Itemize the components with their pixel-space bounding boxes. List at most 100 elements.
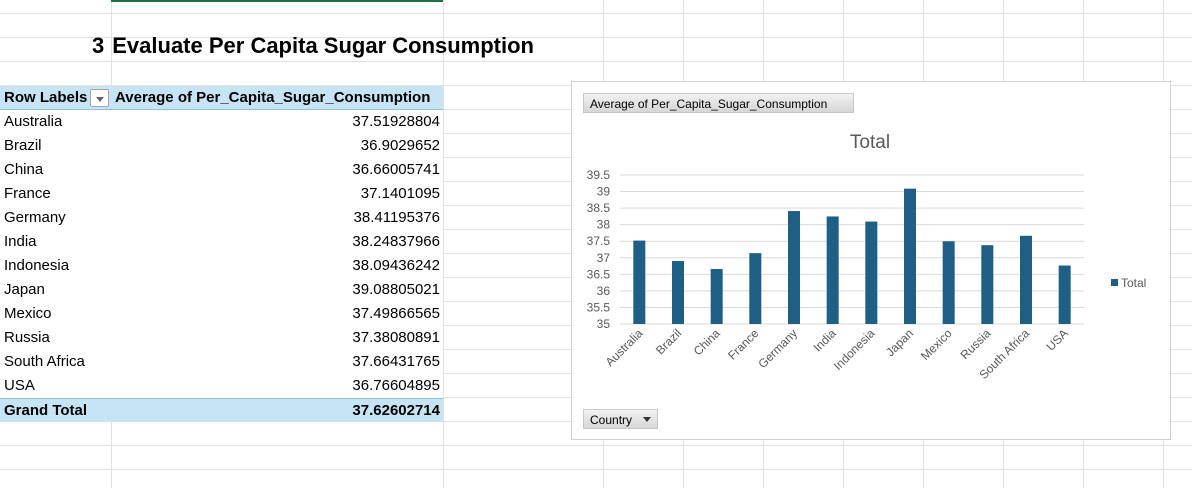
selected-cell-indicator — [111, 0, 443, 2]
bar — [981, 245, 994, 324]
x-tick-label: Germany — [755, 326, 800, 371]
pivot-row[interactable]: Germany 38.41195376 — [0, 206, 443, 230]
pivot-row[interactable]: Japan 39.08805021 — [0, 278, 443, 302]
pivot-rows: Australia 37.51928804 Brazil 36.9029652 Chin… — [0, 110, 443, 398]
country-field-button[interactable]: Country — [583, 409, 658, 429]
pivot-row[interactable]: Brazil 36.9029652 — [0, 134, 443, 158]
row-labels-header[interactable]: Row Labels — [4, 89, 88, 106]
x-tick-label: Mexico — [918, 326, 955, 363]
bar — [904, 188, 916, 324]
y-tick-label: 35.5 — [587, 300, 611, 314]
x-tick-label: India — [810, 326, 839, 355]
pivot-row[interactable]: China 36.66005741 — [0, 158, 443, 182]
pivot-row-value: 38.09436242 — [352, 257, 440, 274]
row-labels-filter-button[interactable] — [90, 89, 109, 107]
pivot-row[interactable]: Russia 37.38080891 — [0, 326, 443, 350]
pivot-row-value: 38.41195376 — [353, 209, 440, 226]
bar — [942, 241, 955, 324]
legend-swatch — [1111, 279, 1118, 286]
sheet-title: 3 Evaluate Per Capita Sugar Consumption — [92, 30, 534, 62]
pivot-row-value: 36.76604895 — [352, 377, 440, 394]
pivot-row-value: 36.9029652 — [360, 137, 440, 154]
pivot-row-value: 36.66005741 — [352, 161, 440, 178]
chart-plot: Total 35 35.5 36 36.5 37 37.5 38 38.5 39 39.5 Aus… — [587, 132, 1147, 382]
y-tick-label: 36 — [597, 284, 611, 298]
pivot-row-label: Japan — [4, 281, 45, 298]
title-text: Evaluate Per Capita Sugar Consumption — [112, 33, 534, 58]
grid-row-line — [0, 469, 1192, 470]
pivot-row-value: 37.51928804 — [352, 113, 440, 130]
x-tick-label: USA — [1043, 326, 1070, 353]
measure-field-button[interactable]: Average of Per_Capita_Sugar_Consumption — [583, 93, 854, 113]
grand-total-value: 37.62602714 — [352, 402, 440, 419]
pivot-row-label: India — [4, 233, 37, 250]
gridlines — [620, 174, 1084, 325]
pivot-table: Row Labels Average of Per_Capita_Sugar_C… — [0, 86, 443, 422]
pivot-chart[interactable]: Average of Per_Capita_Sugar_Consumption … — [571, 81, 1171, 440]
pivot-row-label: South Africa — [4, 353, 85, 370]
bar — [633, 240, 646, 324]
pivot-row[interactable]: Australia 37.51928804 — [0, 110, 443, 134]
grand-total-label: Grand Total — [4, 402, 88, 419]
x-tick-label: Japan — [883, 326, 916, 359]
value-field-header[interactable]: Average of Per_Capita_Sugar_Consumption — [115, 89, 431, 106]
grid-row-line — [0, 37, 1192, 38]
pivot-row-label: France — [4, 185, 51, 202]
y-tick-label: 38.5 — [587, 201, 611, 215]
y-tick-label: 37.5 — [587, 234, 611, 248]
pivot-row[interactable]: India 38.24837966 — [0, 230, 443, 254]
x-tick-label: Australia — [603, 326, 646, 369]
pivot-row-value: 38.24837966 — [352, 233, 440, 250]
pivot-row-value: 39.08805021 — [352, 281, 440, 298]
pivot-row-label: Australia — [4, 113, 63, 130]
pivot-header-row: Row Labels Average of Per_Capita_Sugar_C… — [0, 86, 443, 110]
x-tick-label: Russia — [958, 326, 994, 362]
y-tick-label: 38 — [597, 218, 611, 232]
pivot-row-label: Brazil — [4, 137, 42, 154]
bars — [633, 188, 1071, 324]
bar — [749, 253, 762, 324]
bar — [1020, 235, 1032, 324]
pivot-row-label: Mexico — [4, 305, 52, 322]
grid-column-line — [443, 0, 444, 488]
y-tick-label: 35 — [597, 317, 611, 331]
x-tick-label: Indonesia — [831, 326, 878, 373]
pivot-row[interactable]: France 37.1401095 — [0, 182, 443, 206]
x-tick-label: Brazil — [653, 326, 684, 357]
legend-label: Total — [1121, 276, 1146, 290]
bar — [788, 211, 800, 324]
pivot-row-label: China — [4, 161, 44, 178]
pivot-row-value: 37.49866565 — [352, 305, 440, 322]
chart-title: Total — [850, 132, 890, 153]
grid-row-line — [0, 445, 1192, 446]
pivot-row-label: Germany — [4, 209, 66, 226]
pivot-row-label: Indonesia — [4, 257, 70, 274]
pivot-row-value: 37.1401095 — [360, 185, 440, 202]
country-field-label: Country — [590, 413, 633, 427]
pivot-row-label: Russia — [4, 329, 50, 346]
y-tick-label: 39.5 — [587, 168, 611, 182]
x-tick-label: China — [691, 326, 723, 358]
pivot-row-label: USA — [4, 377, 35, 394]
pivot-row[interactable]: South Africa 37.66431765 — [0, 350, 443, 374]
y-axis-ticks: 35 35.5 36 36.5 37 37.5 38 38.5 39 39.5 — [587, 168, 611, 331]
grid-row-line — [0, 13, 1192, 14]
y-tick-label: 39 — [597, 185, 611, 199]
grand-total-row[interactable]: Grand Total 37.62602714 — [0, 398, 443, 422]
pivot-row-value: 37.66431765 — [352, 353, 440, 370]
grid-row-line — [0, 61, 1192, 62]
bar — [710, 269, 723, 324]
pivot-row[interactable]: USA 36.76604895 — [0, 374, 443, 398]
bar — [826, 216, 839, 324]
y-tick-label: 37 — [597, 251, 611, 265]
bar — [865, 221, 878, 324]
pivot-row-value: 37.38080891 — [352, 329, 440, 346]
bar — [1058, 265, 1071, 324]
x-tick-label: France — [725, 326, 762, 363]
chevron-down-icon[interactable] — [643, 417, 651, 422]
title-number: 3 — [92, 33, 105, 58]
pivot-row[interactable]: Mexico 37.49866565 — [0, 302, 443, 326]
bar — [672, 260, 684, 324]
pivot-row[interactable]: Indonesia 38.09436242 — [0, 254, 443, 278]
